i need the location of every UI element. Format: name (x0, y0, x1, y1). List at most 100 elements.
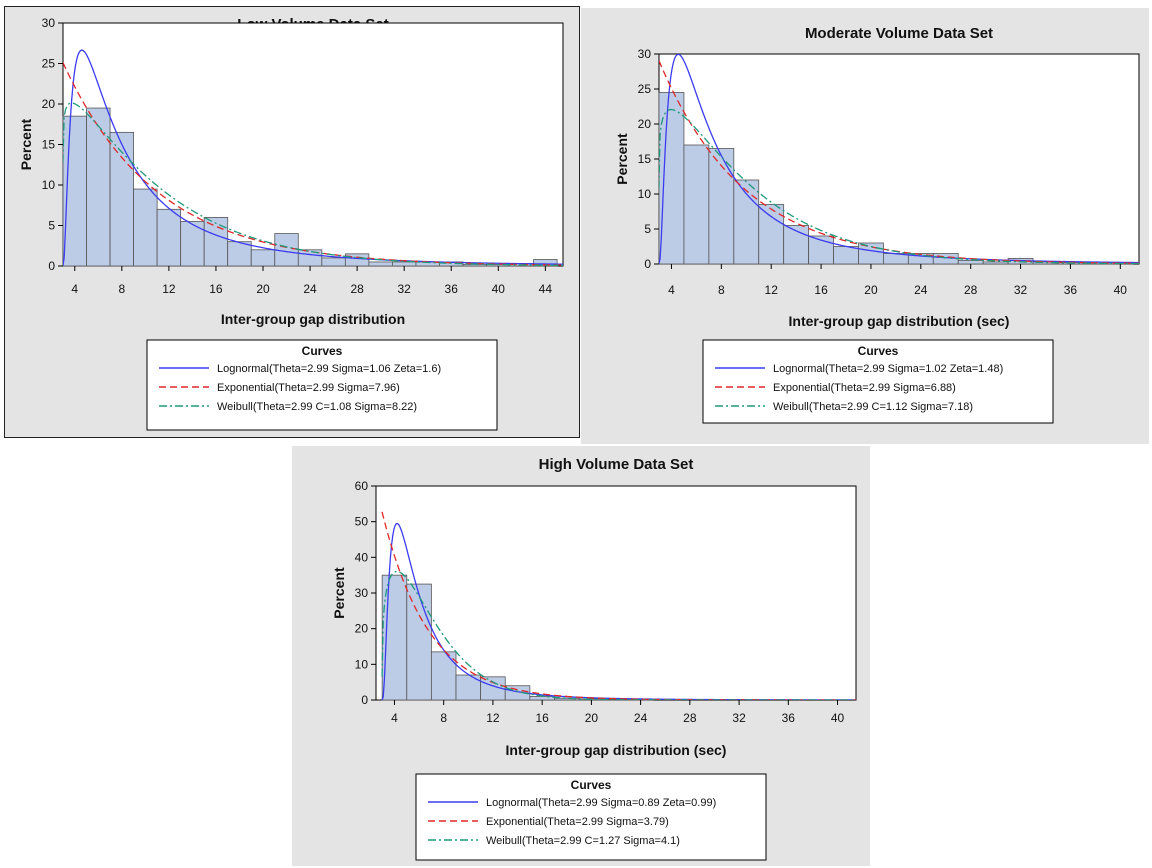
x-tick-label: 36 (1064, 283, 1078, 297)
y-axis-label: Percent (18, 118, 34, 170)
legend-entry-weibull: Weibull(Theta=2.99 C=1.08 Sigma=8.22) (217, 401, 417, 413)
x-tick-label: 40 (492, 282, 506, 296)
legend-entry-exponential: Exponential(Theta=2.99 Sigma=6.88) (773, 382, 956, 394)
legend-entry-weibull: Weibull(Theta=2.99 C=1.12 Sigma=7.18) (773, 401, 973, 413)
x-axis-label: Inter-group gap distribution (221, 311, 405, 327)
y-tick-label: 20 (638, 117, 652, 131)
weibull-curve (659, 108, 1139, 264)
y-tick-label: 40 (355, 550, 369, 564)
y-tick-label: 10 (42, 178, 56, 192)
x-tick-label: 20 (864, 283, 878, 297)
histogram-bar (203, 216, 229, 267)
chart-panel-high-volume: High Volume Data Set 0 10 20 30 40 50 60 4 8 12 16 2… (292, 446, 870, 866)
x-tick-label: 32 (1014, 283, 1028, 297)
y-tick-label: 15 (42, 138, 56, 152)
histogram-bar (833, 246, 859, 265)
y-tick-label: 30 (355, 586, 369, 600)
legend-title: Curves (302, 344, 343, 358)
x-axis-label: Inter-group gap distribution (sec) (789, 313, 1010, 329)
y-axis-label: Percent (331, 567, 347, 619)
x-tick-label: 28 (683, 711, 697, 725)
x-tick-label: 36 (445, 282, 459, 296)
x-tick-label: 36 (782, 711, 796, 725)
chart-low: Low Volume Data Set051015202530481216202… (18, 16, 564, 431)
legend-box (415, 773, 767, 861)
histogram-bar (982, 261, 1009, 265)
legend-box (146, 339, 498, 431)
histogram-bar (133, 188, 158, 267)
x-tick-label: 16 (814, 283, 828, 297)
y-tick-label: 15 (638, 152, 652, 166)
y-tick-label: 10 (638, 187, 652, 201)
x-tick-label: 16 (535, 711, 549, 725)
x-tick-label: 32 (732, 711, 746, 725)
x-tick-label: 8 (718, 283, 725, 297)
histogram-bar (957, 260, 984, 265)
x-tick-label: 24 (634, 711, 648, 725)
y-tick-label: 5 (48, 219, 55, 233)
legend-title: Curves (858, 344, 899, 358)
y-tick-label: 0 (48, 259, 55, 273)
histogram-bar (227, 241, 252, 267)
y-tick-label: 30 (638, 47, 652, 61)
x-tick-label: 8 (440, 711, 447, 725)
x-tick-label: 4 (391, 711, 398, 725)
y-tick-label: 30 (42, 16, 56, 30)
chart-title: High Volume Data Set (539, 456, 694, 473)
legend-box (702, 339, 1054, 424)
histogram-bar (733, 179, 760, 265)
x-tick-label: 20 (256, 282, 270, 296)
chart-high: High Volume Data Set 0 10 20 30 40 50 60 4 8 12 16 2… (331, 456, 857, 861)
chart-title: Moderate Volume Data Set (805, 25, 993, 42)
chart-panel-moderate-volume: Moderate Volume Data Set 0 5 10 15 20 25 30 4 8 12… (581, 8, 1149, 444)
histogram-bar (86, 107, 111, 267)
histogram-bar (392, 261, 417, 267)
y-tick-label: 0 (361, 693, 368, 707)
histogram-bar (406, 583, 432, 701)
histogram-bar (368, 261, 393, 267)
x-tick-label: 44 (539, 282, 553, 296)
x-tick-label: 24 (914, 283, 928, 297)
y-tick-label: 20 (42, 97, 56, 111)
x-tick-label: 12 (162, 282, 176, 296)
x-axis-label: Inter-group gap distribution (sec) (506, 742, 727, 758)
histogram-bar (321, 257, 346, 267)
histogram-bar (783, 225, 810, 265)
legend-entry-exponential: Exponential(Theta=2.99 Sigma=7.96) (217, 382, 400, 394)
x-tick-label: 40 (831, 711, 845, 725)
histogram-bar (758, 204, 785, 265)
x-tick-label: 28 (964, 283, 978, 297)
x-tick-label: 4 (668, 283, 675, 297)
legend-entry-weibull: Weibull(Theta=2.99 C=1.27 Sigma=4.1) (486, 835, 680, 847)
x-tick-label: 32 (397, 282, 411, 296)
y-tick-label: 60 (355, 479, 369, 493)
histogram-bar (708, 148, 735, 265)
legend-entry-lognormal: Lognormal(Theta=2.99 Sigma=0.89 Zeta=0.9… (486, 797, 716, 809)
x-tick-label: 12 (486, 711, 500, 725)
histogram-bar (250, 249, 276, 267)
histogram-bar (156, 208, 182, 267)
legend-entry-exponential: Exponential(Theta=2.99 Sigma=3.79) (486, 816, 669, 828)
x-tick-label: 12 (765, 283, 779, 297)
lognormal-curve (63, 49, 563, 266)
histogram-bar (529, 696, 555, 701)
legend-title: Curves (571, 778, 612, 792)
x-tick-label: 16 (209, 282, 223, 296)
legend-entry-lognormal: Lognormal(Theta=2.99 Sigma=1.02 Zeta=1.4… (773, 363, 1003, 375)
y-tick-label: 50 (355, 515, 369, 529)
y-tick-label: 25 (638, 82, 652, 96)
histogram-bar (683, 144, 710, 265)
y-tick-label: 5 (644, 222, 651, 236)
histogram-bar (344, 253, 370, 267)
x-tick-label: 8 (118, 282, 125, 296)
x-tick-label: 40 (1114, 283, 1128, 297)
legend-entry-lognormal: Lognormal(Theta=2.99 Sigma=1.06 Zeta=1.6… (217, 363, 441, 375)
y-tick-label: 10 (355, 657, 369, 671)
chart-panel-low-volume: Low Volume Data Set051015202530481216202… (4, 6, 580, 438)
x-tick-label: 24 (303, 282, 317, 296)
y-axis-label: Percent (614, 133, 630, 185)
y-tick-label: 20 (355, 622, 369, 636)
x-tick-label: 4 (71, 282, 78, 296)
x-tick-label: 28 (350, 282, 364, 296)
weibull-curve (381, 570, 856, 700)
